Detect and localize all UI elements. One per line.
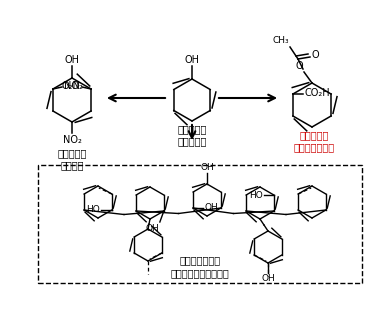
Text: HO: HO [86, 205, 100, 215]
Text: CO₂H: CO₂H [305, 88, 331, 98]
Text: フェノール樹脂
（プラスチック製品）: フェノール樹脂 （プラスチック製品） [171, 255, 229, 278]
Text: O₂N: O₂N [61, 81, 80, 91]
Text: アスピリン
（消炎鏡痛剤）: アスピリン （消炎鏡痛剤） [293, 130, 334, 152]
Text: OH: OH [145, 224, 159, 233]
Text: HO: HO [249, 191, 263, 199]
Text: O: O [295, 61, 303, 71]
Text: CH₃: CH₃ [272, 36, 289, 45]
Text: ピクリン酸
（爆薬）: ピクリン酸 （爆薬） [57, 148, 87, 170]
Text: NO₂: NO₂ [64, 81, 83, 91]
Text: OH: OH [64, 55, 80, 65]
Text: NO₂: NO₂ [62, 135, 81, 145]
Text: OH: OH [204, 203, 218, 213]
Text: OH: OH [200, 163, 214, 172]
Text: O: O [312, 50, 320, 60]
Text: フェノール
（消毒剤）: フェノール （消毒剤） [177, 124, 207, 146]
Text: OH: OH [185, 55, 199, 65]
Text: OH: OH [261, 274, 275, 283]
